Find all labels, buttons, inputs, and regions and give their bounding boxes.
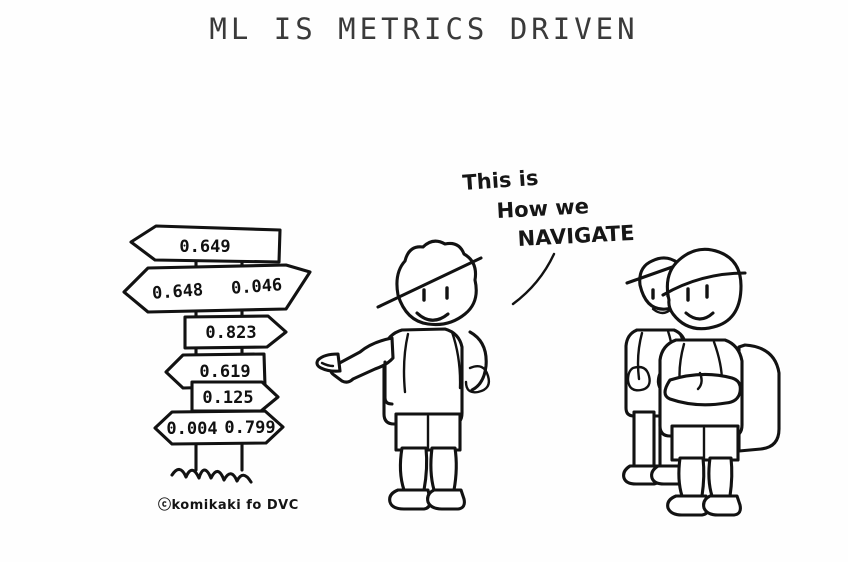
hiker-thumb <box>320 361 335 368</box>
sign-value-7: 0.799 <box>224 418 275 438</box>
hiker-pointing-arm <box>329 336 395 384</box>
hiker-hat-brim <box>376 256 483 309</box>
hiker-strap-left <box>402 332 410 394</box>
sign-shape-0 <box>129 224 282 264</box>
hiker-smile <box>415 311 450 322</box>
hiker-leg-left <box>398 446 429 492</box>
hiker-strap-right <box>450 330 462 390</box>
speech-tail <box>511 252 556 306</box>
speech-line-1: This is <box>462 166 539 195</box>
back-hiker-pouch-left <box>626 365 651 392</box>
sign-shape-4 <box>190 380 280 413</box>
sign-value-2: 0.046 <box>230 275 282 299</box>
sign-value-6: 0.004 <box>166 419 217 439</box>
speech-line-3: NAVIGATE <box>517 221 635 251</box>
front-hiker-leg-left <box>677 456 706 498</box>
sign-5[interactable]: 0.004 0.799 <box>153 409 285 446</box>
back-hiker-leg-left <box>632 410 656 468</box>
sign-shape-1 <box>122 263 312 314</box>
metrics-signpost: 0.649 0.648 0.046 0.823 0.619 0.125 <box>122 224 312 513</box>
speech-text: This is How we NAVIGATE <box>462 166 635 306</box>
front-hiker-cap-brim <box>661 271 747 297</box>
front-hiker-leg-right <box>707 456 734 498</box>
sign-shape-2 <box>183 314 288 350</box>
sign-value-5: 0.125 <box>202 388 253 408</box>
sign-value-1: 0.648 <box>151 280 203 304</box>
back-hiker-strap-left <box>636 331 644 381</box>
front-hiker-head <box>665 247 743 331</box>
signature-text: ⓒkomikaki fo DVC <box>158 497 299 513</box>
hiker-backpack-pouch <box>464 365 491 394</box>
hiker-arm-fold <box>383 360 394 406</box>
sign-1[interactable]: 0.648 0.046 <box>122 263 312 314</box>
artist-signature: ⓒkomikaki fo DVC <box>158 497 299 513</box>
speech-line-2: How we <box>496 194 589 223</box>
front-hiker-hand <box>696 371 703 391</box>
sign-value-3: 0.823 <box>205 323 256 343</box>
grass-tuft <box>170 467 253 484</box>
front-hiker-backpack <box>737 343 781 453</box>
pointing-hiker[interactable] <box>315 239 491 511</box>
sign-4[interactable]: 0.125 <box>190 380 280 413</box>
sign-shape-5 <box>153 409 285 446</box>
sign-3[interactable]: 0.619 <box>164 352 267 390</box>
page-title: ML IS METRICS DRIVEN <box>209 12 639 46</box>
sign-2[interactable]: 0.823 <box>183 314 288 350</box>
hiker-leg-right <box>429 446 458 492</box>
front-hiker-crossed-arms <box>663 372 742 407</box>
hiker-backpack-outline <box>468 330 488 392</box>
sign-shape-3 <box>164 352 267 390</box>
sign-0[interactable]: 0.649 <box>129 224 282 264</box>
front-hiker-shoe-right <box>702 494 742 517</box>
hiker-torso <box>382 327 464 426</box>
front-hiker[interactable] <box>658 247 781 517</box>
hiker-shoe-right <box>426 488 466 511</box>
front-hiker-smile <box>684 311 715 321</box>
hiker-head <box>395 239 478 327</box>
hiker-pointing-hand <box>315 352 342 373</box>
sign-value-0: 0.649 <box>179 237 230 257</box>
hiker-shoe-left <box>388 488 432 511</box>
sign-value-4: 0.619 <box>199 362 250 382</box>
